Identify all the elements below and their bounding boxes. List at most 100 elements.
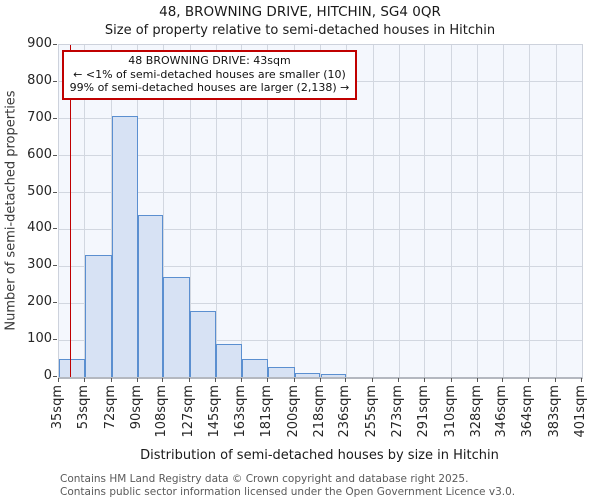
histogram-bar: [267, 366, 295, 377]
x-tick-label: 218sqm: [311, 385, 327, 438]
x-tick-label: 310sqm: [442, 385, 458, 438]
y-tick-label: 700: [27, 109, 52, 125]
annotation-box: 48 BROWNING DRIVE: 43sqm ← <1% of semi-d…: [62, 50, 357, 100]
y-axis-tick: [53, 154, 57, 156]
chart-title: 48, BROWNING DRIVE, HITCHIN, SG4 0QR: [159, 4, 441, 20]
histogram-bar: [163, 277, 191, 377]
x-axis-tick: [528, 378, 530, 382]
x-axis-tick: [215, 378, 217, 382]
x-tick-label: 401sqm: [573, 385, 588, 438]
gridline-vertical: [189, 45, 191, 377]
footer-line-1: Contains HM Land Registry data © Crown c…: [60, 473, 469, 485]
y-tick-label: 900: [27, 36, 52, 51]
x-tick-label: 255sqm: [364, 385, 380, 438]
gridline-vertical: [372, 45, 374, 377]
x-tick-label: 108sqm: [154, 385, 170, 438]
y-axis-tick: [53, 117, 57, 119]
x-axis-tick: [162, 378, 164, 382]
x-tick-label: 200sqm: [285, 385, 301, 438]
chart-subtitle: Size of property relative to semi-detach…: [104, 23, 496, 38]
x-axis-tick: [266, 378, 268, 382]
x-tick-label: 35sqm: [50, 385, 65, 430]
x-axis-tick: [110, 378, 112, 382]
x-tick-label: 163sqm: [232, 385, 248, 438]
x-axis-tick: [502, 378, 504, 382]
y-tick-label: 0: [43, 368, 52, 383]
gridline-vertical: [320, 45, 321, 377]
y-axis-tick: [53, 302, 57, 304]
gridline-vertical: [528, 45, 530, 377]
x-axis-tick: [58, 378, 59, 382]
plot-area: [58, 44, 583, 379]
gridline-vertical: [451, 45, 453, 377]
y-tick-label: 200: [27, 294, 52, 310]
gridline-vertical: [137, 45, 139, 377]
gridline-vertical: [294, 45, 296, 377]
x-axis-tick: [319, 378, 321, 382]
y-axis-tick: [53, 191, 57, 193]
annotation-title: 48 BROWNING DRIVE: 43sqm: [128, 54, 291, 67]
x-tick-label: 364sqm: [520, 385, 536, 438]
y-axis-tick: [53, 44, 57, 45]
gridline-vertical: [398, 45, 400, 377]
x-tick-label: 273sqm: [390, 385, 406, 438]
x-axis-tick: [398, 378, 400, 382]
y-tick-label: 500: [27, 183, 52, 199]
gridline-vertical: [502, 45, 504, 377]
histogram-bar: [294, 372, 321, 377]
y-axis-tick: [53, 265, 57, 267]
x-axis-tick: [555, 378, 557, 382]
property-marker-line: [69, 45, 72, 377]
x-axis-tick: [83, 378, 85, 382]
y-tick-label: 800: [27, 72, 52, 88]
histogram-bar: [320, 374, 347, 377]
x-axis-tick: [240, 378, 242, 382]
x-axis-tick: [345, 378, 347, 382]
y-axis-tick: [53, 80, 57, 82]
annotation-larger-text: 99% of semi-detached houses are larger (…: [69, 81, 350, 94]
x-axis-tick: [372, 378, 374, 382]
y-axis-tick: [53, 228, 57, 230]
x-tick-label: 90sqm: [128, 385, 144, 430]
gridline-vertical: [162, 45, 164, 377]
x-tick-label: 236sqm: [337, 385, 353, 438]
histogram-bar: [241, 359, 268, 377]
histogram-bar: [190, 310, 217, 377]
y-axis-tick: [53, 339, 57, 341]
y-tick-label: 300: [27, 257, 52, 273]
gridline-vertical: [215, 45, 217, 377]
x-axis-tick: [189, 378, 191, 382]
y-axis-tick: [53, 376, 57, 377]
histogram-bar: [84, 255, 112, 377]
x-axis-tick: [293, 378, 295, 382]
gridline-vertical: [241, 45, 243, 377]
x-axis-tick: [450, 378, 452, 382]
histogram-bar: [216, 343, 242, 377]
x-tick-label: 328sqm: [468, 385, 484, 438]
histogram-bar: [59, 358, 85, 377]
gridline-vertical: [477, 45, 479, 377]
x-tick-label: 127sqm: [181, 385, 197, 438]
y-tick-label: 400: [27, 220, 52, 236]
gridline-vertical: [84, 45, 86, 377]
x-tick-label: 53sqm: [75, 385, 91, 430]
x-tick-label: 145sqm: [207, 385, 223, 438]
gridline-vertical: [424, 45, 426, 377]
y-tick-label: 600: [27, 146, 52, 162]
x-axis-tick: [476, 378, 478, 382]
x-tick-label: 291sqm: [415, 385, 431, 438]
gridline-vertical: [267, 45, 269, 377]
gridline-vertical: [345, 45, 347, 377]
y-tick-label: 100: [27, 331, 52, 347]
x-tick-label: 72sqm: [102, 385, 118, 430]
footer-line-2: Contains public sector information licen…: [60, 486, 516, 498]
x-axis-tick: [423, 378, 425, 382]
gridline-vertical: [555, 45, 557, 377]
x-tick-label: 383sqm: [547, 385, 563, 438]
annotation-smaller-text: ← <1% of semi-detached houses are smalle…: [73, 67, 346, 81]
x-tick-label: 181sqm: [258, 385, 274, 438]
histogram-bar: [137, 215, 164, 377]
x-axis-tick: [581, 378, 582, 382]
histogram-bar: [111, 115, 138, 377]
